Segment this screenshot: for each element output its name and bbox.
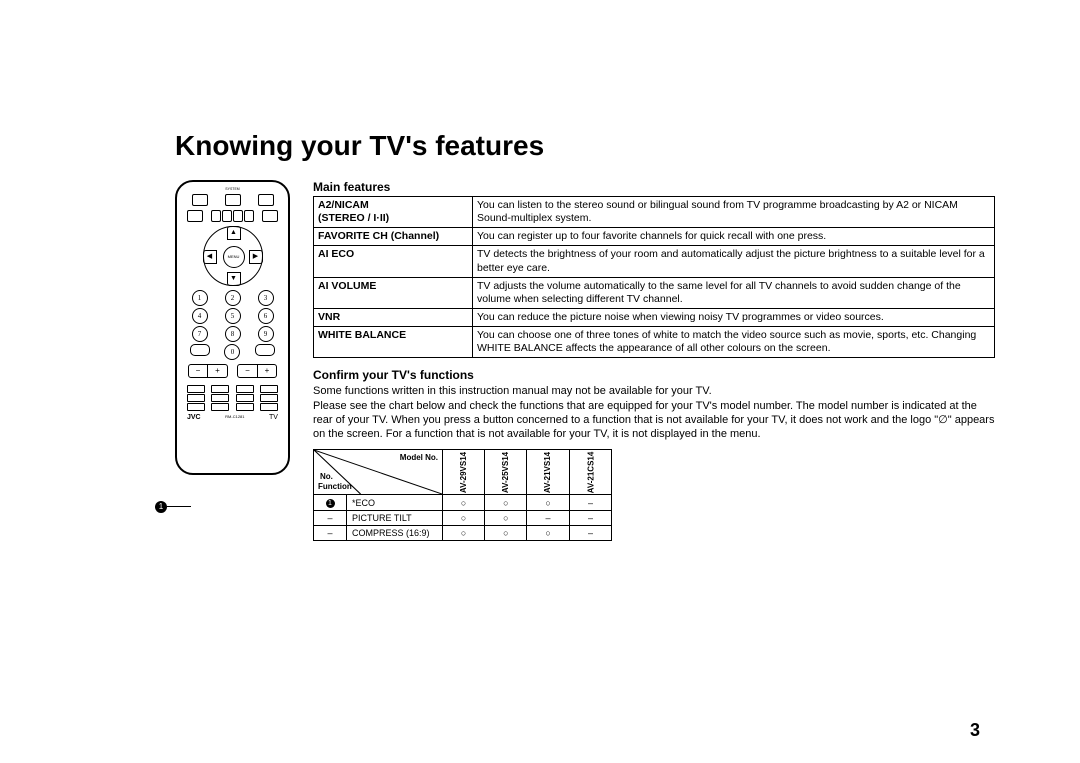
model-function-table: Model No. No. Function AV-29VS14 AV-25VS… xyxy=(313,449,612,541)
remote-control: SYSTEM xyxy=(175,180,290,475)
table-row: – COMPRESS (16:9) ○ ○ ○ – xyxy=(314,526,612,541)
system-button xyxy=(192,194,208,206)
tv-video-button xyxy=(262,210,278,222)
volume-rocker: −+ xyxy=(237,364,277,378)
table-row: 1 *ECO ○ ○ ○ – xyxy=(314,495,612,511)
table-row: VNRYou can reduce the picture noise when… xyxy=(314,308,995,326)
table-row: AI ECOTV detects the brightness of your … xyxy=(314,246,995,277)
sound-button xyxy=(258,194,274,206)
menu-button: MENU xyxy=(223,246,245,268)
page-title: Knowing your TV's features xyxy=(175,130,995,162)
left-arrow-icon: ◀ xyxy=(203,250,217,264)
right-arrow-icon: ▶ xyxy=(249,250,263,264)
confirm-heading: Confirm your TV's functions xyxy=(313,368,995,382)
main-features-heading: Main features xyxy=(313,180,995,194)
table-row: WHITE BALANCEYou can choose one of three… xyxy=(314,327,995,358)
brand-logo: JVC xyxy=(187,414,201,421)
table-row: AI VOLUMETV adjusts the volume automatic… xyxy=(314,277,995,308)
table-row: FAVORITE CH (Channel)You can register up… xyxy=(314,228,995,246)
chlist-button xyxy=(225,194,241,206)
table-row: A2/NICAM(STEREO / I·II)You can listen to… xyxy=(314,197,995,228)
channel-rocker: −+ xyxy=(188,364,228,378)
features-table: A2/NICAM(STEREO / I·II)You can listen to… xyxy=(313,196,995,358)
page-number: 3 xyxy=(970,720,980,741)
confirm-text: Some functions written in this instructi… xyxy=(313,384,995,441)
table-row: – PICTURE TILT ○ ○ – – xyxy=(314,511,612,526)
up-arrow-icon: ▲ xyxy=(227,226,241,240)
down-arrow-icon: ▼ xyxy=(227,272,241,286)
display-button xyxy=(187,210,203,222)
remote-figure: 1 SYSTEM xyxy=(175,180,295,541)
callout-marker: 1 xyxy=(155,501,167,513)
diagonal-header: Model No. No. Function xyxy=(314,450,443,495)
dpad: ▲ ▼ ◀ ▶ MENU xyxy=(203,226,263,286)
